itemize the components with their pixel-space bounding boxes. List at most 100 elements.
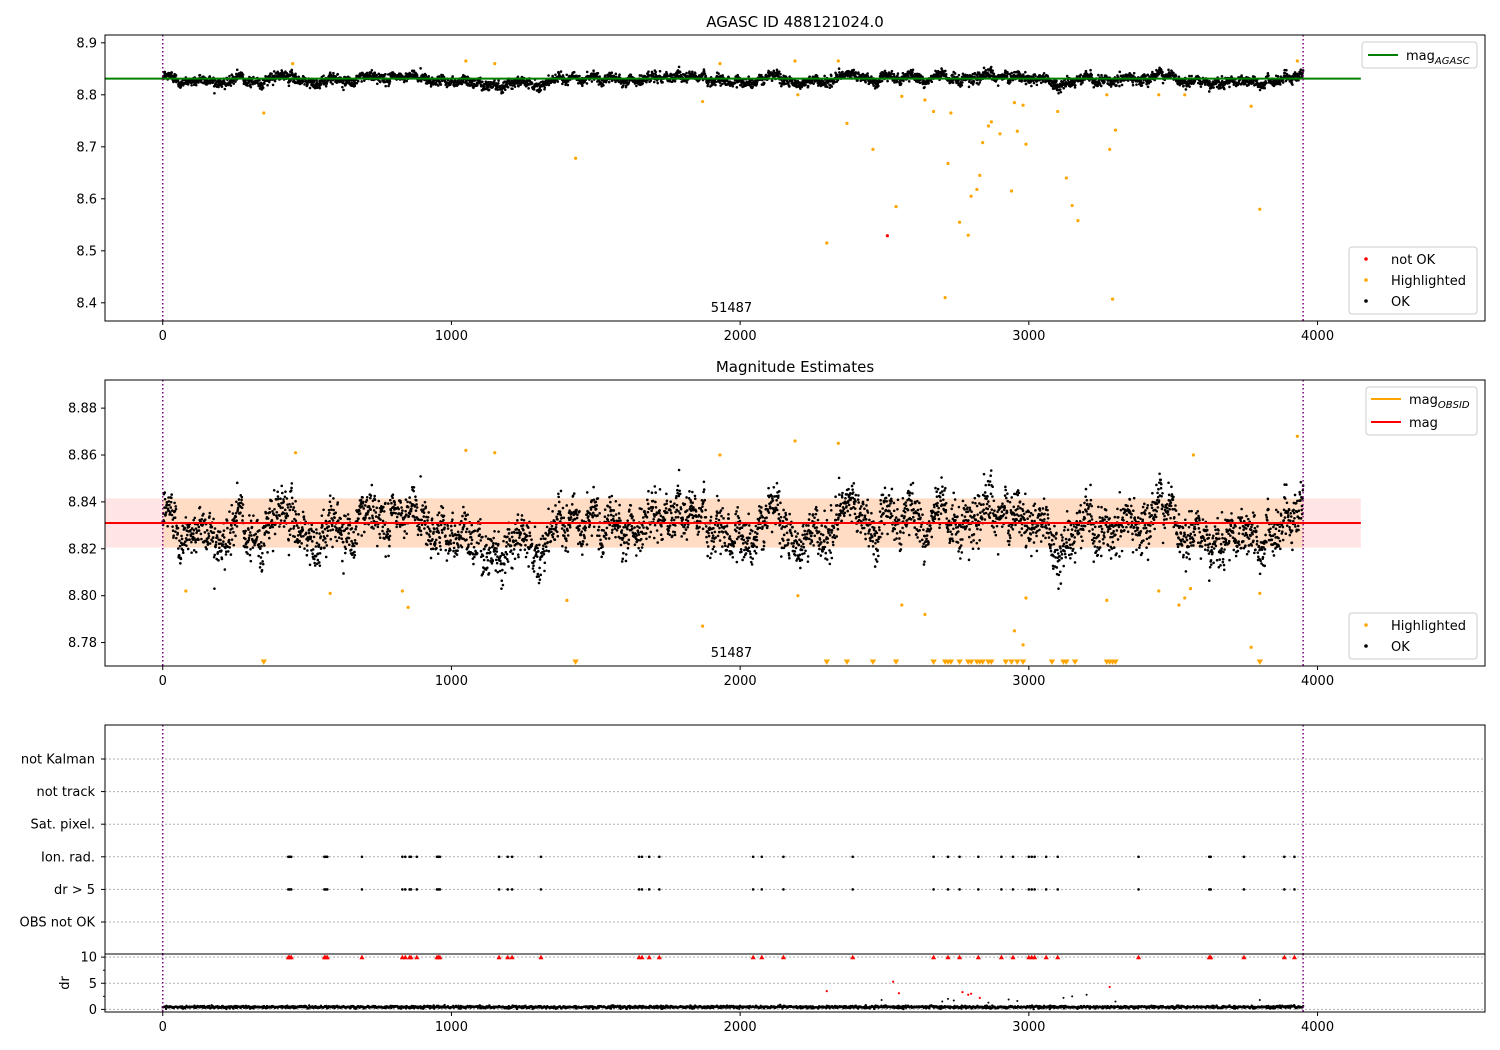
ok-point (164, 513, 167, 517)
ok-point (883, 69, 887, 73)
ok-point (267, 536, 271, 540)
ok-point (1118, 84, 1121, 88)
ok-point (261, 86, 265, 90)
ok-point (517, 84, 520, 88)
ok-point (263, 82, 266, 85)
ok-point (272, 513, 276, 516)
ok-point (170, 74, 174, 78)
ok-point (834, 71, 837, 75)
ok-point (333, 516, 336, 520)
ok-point (978, 81, 981, 84)
ok-point (603, 74, 607, 78)
ok-point (426, 515, 430, 519)
ok-point (491, 85, 495, 89)
ok-point (886, 79, 889, 83)
ok-point (376, 82, 379, 86)
ok-point (376, 525, 380, 529)
ok-point (282, 525, 286, 528)
ok-point (788, 75, 791, 79)
p1-xtick-label: 0 (159, 329, 167, 344)
ok-point (173, 516, 177, 519)
ok-point (1097, 73, 1100, 77)
ok-point (703, 72, 707, 75)
highlighted-point (998, 132, 1002, 136)
ok-point (357, 517, 360, 520)
legend-label-highlighted: Highlighted (1391, 274, 1466, 289)
ok-point (665, 72, 669, 76)
ok-point (363, 504, 367, 507)
ok-point (175, 536, 178, 540)
ok-point (345, 527, 349, 530)
ok-point (590, 80, 594, 83)
legend-label-ok: OK (1391, 295, 1410, 310)
ok-point (953, 72, 957, 75)
ok-point (329, 537, 333, 541)
highlighted-point (796, 93, 800, 97)
ok-point (214, 543, 218, 547)
ok-point (405, 79, 409, 83)
ok-point (410, 507, 413, 511)
ok-point (419, 533, 423, 537)
ok-point (384, 72, 387, 76)
ok-point (361, 496, 364, 499)
ok-point (200, 517, 204, 521)
ok-point (198, 73, 202, 77)
ok-point (384, 84, 387, 88)
ok-point (501, 91, 505, 94)
ok-point (610, 71, 614, 74)
ok-point (363, 530, 366, 534)
ok-point (226, 550, 230, 553)
ok-point (247, 538, 251, 542)
ok-point (717, 72, 720, 75)
ok-point (180, 534, 183, 538)
ok-point (381, 525, 385, 529)
ok-point (808, 75, 811, 79)
ok-point (329, 80, 333, 84)
ok-point (656, 81, 660, 85)
ok-point (1182, 84, 1185, 88)
p1-xtick-label: 4000 (1301, 329, 1334, 344)
ok-point (211, 536, 215, 539)
ok-point (279, 519, 283, 522)
ok-point (197, 538, 200, 542)
ok-point (267, 80, 271, 84)
ok-point (405, 513, 408, 517)
ok-point (339, 517, 342, 520)
ok-point (217, 85, 220, 89)
ok-point (516, 75, 520, 79)
ok-point (389, 508, 393, 512)
ok-point (178, 539, 181, 542)
ok-point (194, 527, 198, 530)
highlighted-point (1258, 207, 1262, 211)
ok-point (419, 529, 423, 533)
legend-label-not-ok: not OK (1391, 253, 1436, 268)
ok-point (266, 83, 269, 87)
ok-point (276, 497, 280, 501)
ok-point (437, 75, 441, 78)
ok-point (290, 486, 293, 490)
ok-point (989, 65, 993, 69)
ok-point (693, 71, 697, 75)
ok-point (431, 538, 434, 541)
ok-point (328, 500, 332, 504)
ok-point (212, 517, 215, 521)
ok-point (378, 513, 381, 517)
ok-point (527, 87, 530, 90)
ok-point (282, 498, 285, 501)
ok-point (668, 79, 672, 83)
ok-point (229, 84, 233, 87)
ok-point (406, 505, 410, 509)
ok-point (561, 82, 564, 86)
ok-point (331, 545, 334, 549)
ok-point (300, 542, 303, 545)
ok-point (214, 540, 218, 544)
ok-point (1057, 91, 1060, 95)
ok-point (829, 74, 833, 78)
highlighted-point (957, 220, 962, 224)
ok-point (436, 84, 440, 87)
ok-point (1008, 80, 1012, 84)
ok-point (559, 70, 563, 73)
ok-point (804, 83, 807, 87)
ok-point (218, 546, 221, 550)
